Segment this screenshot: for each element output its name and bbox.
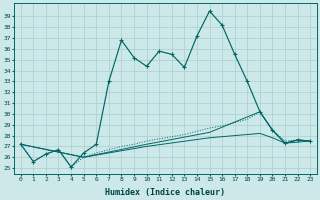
X-axis label: Humidex (Indice chaleur): Humidex (Indice chaleur) (106, 188, 226, 197)
